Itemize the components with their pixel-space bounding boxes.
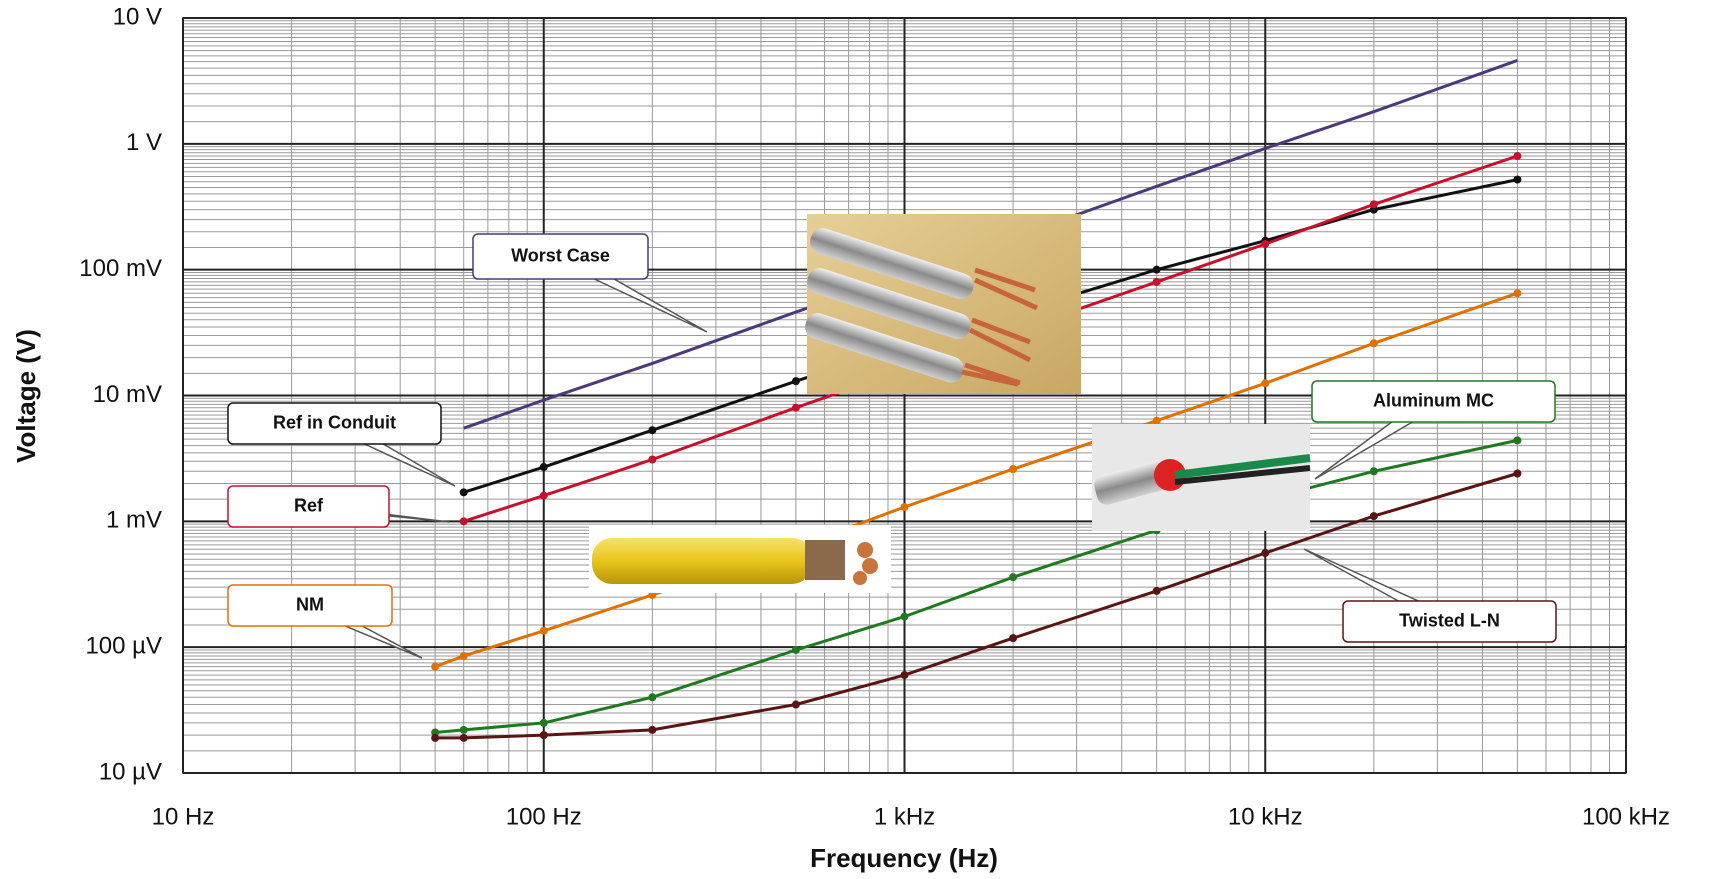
y-tick-label: 10 mV	[93, 381, 162, 408]
data-point	[540, 627, 548, 635]
x-tick-label: 100 kHz	[1582, 803, 1670, 830]
y-tick-label: 10 V	[113, 3, 162, 30]
x-axis-title: Frequency (Hz)	[810, 843, 998, 873]
aluminum-mc-photo	[1092, 424, 1310, 531]
data-point	[1513, 176, 1521, 184]
x-tick-label: 100 Hz	[506, 803, 582, 830]
callout-label: Worst Case	[511, 245, 610, 265]
y-tick-label: 1 V	[126, 129, 162, 156]
armored-cable-photo	[802, 214, 1081, 394]
data-point	[460, 488, 468, 496]
data-point	[1009, 573, 1017, 581]
data-point	[1009, 465, 1017, 473]
data-point	[540, 463, 548, 471]
data-point	[1009, 634, 1017, 642]
data-point	[460, 726, 468, 734]
data-point	[540, 731, 548, 739]
data-point	[1153, 266, 1161, 274]
data-point	[1261, 379, 1269, 387]
data-point	[1153, 278, 1161, 286]
callout-label: Ref in Conduit	[273, 412, 396, 432]
data-point	[1261, 240, 1269, 248]
data-point	[540, 492, 548, 500]
data-point	[792, 646, 800, 654]
data-point	[1513, 289, 1521, 297]
data-point	[460, 517, 468, 525]
y-tick-label: 10 µV	[99, 758, 162, 785]
data-point	[792, 377, 800, 385]
callout-label: Twisted L-N	[1399, 610, 1500, 630]
y-tick-label: 1 mV	[106, 507, 162, 534]
data-point	[648, 726, 656, 734]
data-point	[1153, 417, 1161, 425]
data-point	[1370, 200, 1378, 208]
data-point	[792, 404, 800, 412]
data-point	[648, 456, 656, 464]
chart: 10 Hz 100 Hz 1 kHz 10 kHz 100 kHz 10 µV 100 µV…	[0, 0, 1709, 879]
data-point	[901, 671, 909, 679]
data-point	[540, 719, 548, 727]
data-point	[1370, 339, 1378, 347]
data-point	[1513, 436, 1521, 444]
data-point	[792, 701, 800, 709]
data-point	[1513, 152, 1521, 160]
data-point	[1370, 512, 1378, 520]
callout-label: Ref	[294, 495, 324, 515]
data-point	[901, 503, 909, 511]
data-point	[1513, 469, 1521, 477]
y-axis-title: Voltage (V)	[11, 329, 41, 463]
x-tick-label: 1 kHz	[874, 803, 935, 830]
nm-cable-photo	[589, 525, 891, 593]
data-point	[901, 613, 909, 621]
data-point	[648, 426, 656, 434]
y-tick-label: 100 µV	[85, 633, 162, 660]
callout-label: Aluminum MC	[1373, 390, 1494, 410]
data-point	[1261, 549, 1269, 557]
data-point	[460, 652, 468, 660]
data-point	[460, 734, 468, 742]
data-point	[1153, 587, 1161, 595]
data-point	[431, 734, 439, 742]
y-tick-label: 100 mV	[79, 255, 162, 282]
x-tick-label: 10 kHz	[1228, 803, 1303, 830]
data-point	[1370, 467, 1378, 475]
callout-label: NM	[296, 594, 324, 614]
data-point	[431, 663, 439, 671]
x-tick-label: 10 Hz	[152, 803, 215, 830]
data-point	[648, 693, 656, 701]
